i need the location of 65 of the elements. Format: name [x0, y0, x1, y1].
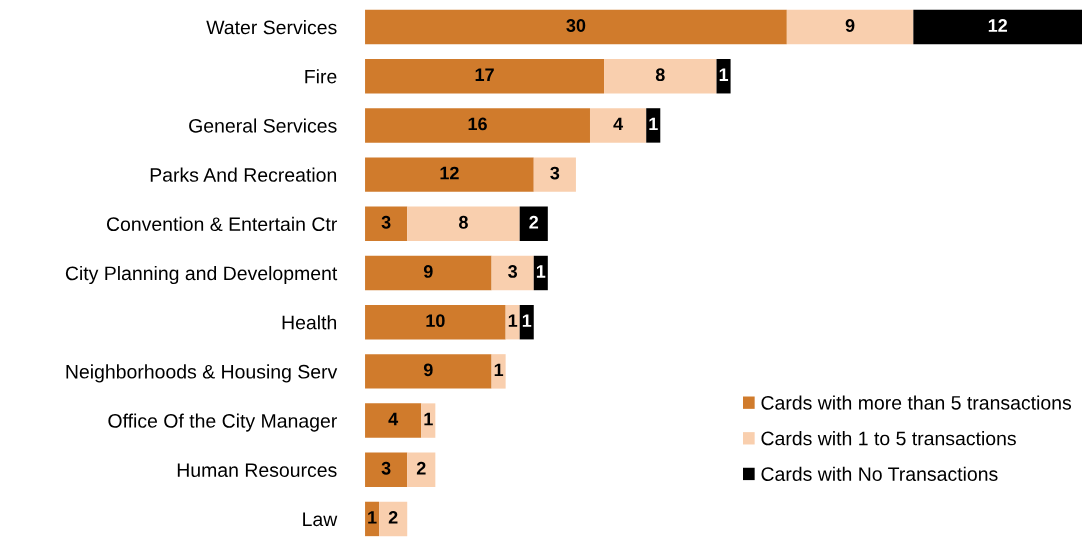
data-label: 2 — [529, 215, 539, 229]
bar — [589, 108, 647, 143]
data-label: 1 — [508, 314, 518, 327]
data-label: 2 — [388, 511, 398, 524]
data-label: 10 — [426, 314, 445, 328]
data-label: 16 — [468, 117, 487, 131]
y-tick-label: Human Resources — [177, 463, 337, 477]
bar — [407, 206, 520, 242]
data-label: 1 — [536, 265, 546, 278]
data-label: 4 — [388, 412, 399, 426]
data-label: 2 — [416, 461, 426, 475]
bar — [533, 157, 576, 192]
legend-label: Cards with more than 5 transactions — [761, 395, 1072, 410]
bar — [365, 108, 590, 143]
bar — [913, 9, 1083, 45]
bar — [365, 452, 408, 487]
bar — [491, 354, 506, 389]
bar — [365, 9, 787, 45]
legend-label: Cards with 1 to 5 transactions — [761, 431, 1016, 446]
bar — [365, 354, 492, 389]
legend-label: Cards with No Transactions — [761, 466, 998, 481]
data-label: 9 — [423, 363, 433, 377]
data-label: 3 — [508, 265, 518, 278]
data-label: 3 — [381, 461, 391, 475]
bar — [379, 501, 408, 537]
y-tick-label: Law — [303, 512, 338, 527]
data-label: 30 — [566, 19, 586, 32]
bar — [407, 452, 436, 487]
y-tick-label: City Planning and Development — [65, 265, 338, 285]
data-label: 9 — [845, 19, 855, 32]
y-tick-label: Neighborhoods & Housing Serv — [66, 364, 338, 383]
bar — [646, 108, 661, 143]
bar — [421, 403, 436, 438]
y-tick-label: Fire — [305, 69, 337, 84]
bar — [365, 206, 408, 242]
data-label: 8 — [459, 215, 468, 229]
data-label: 12 — [988, 19, 1008, 32]
data-label: 1 — [368, 511, 377, 524]
y-tick-label: General Services — [189, 118, 337, 133]
y-tick-label: Water Services — [206, 20, 337, 35]
bar — [365, 59, 605, 94]
y-tick-label: Office Of the City Manager — [108, 413, 337, 432]
data-label: 1 — [719, 68, 729, 81]
y-tick-label: Convention & Entertain Ctr — [106, 216, 337, 232]
data-label: 12 — [440, 166, 459, 180]
data-label: 8 — [655, 68, 665, 82]
data-label: 9 — [423, 265, 433, 278]
bar — [365, 403, 422, 438]
data-label: 1 — [649, 117, 658, 131]
data-label: 1 — [424, 412, 433, 426]
data-label: 1 — [522, 314, 532, 327]
data-label: 4 — [613, 117, 624, 131]
bar — [365, 157, 534, 192]
data-label: 3 — [550, 166, 560, 180]
y-tick-label: Parks And Recreation — [150, 167, 337, 182]
bar — [604, 59, 717, 94]
bar — [519, 206, 548, 242]
data-label: 17 — [475, 68, 494, 81]
bar — [786, 9, 914, 45]
data-label: 1 — [494, 363, 504, 377]
bar — [365, 304, 506, 340]
bar — [365, 255, 492, 291]
bar — [491, 255, 534, 291]
y-tick-label: Health — [282, 315, 337, 330]
data-label: 3 — [381, 215, 391, 229]
